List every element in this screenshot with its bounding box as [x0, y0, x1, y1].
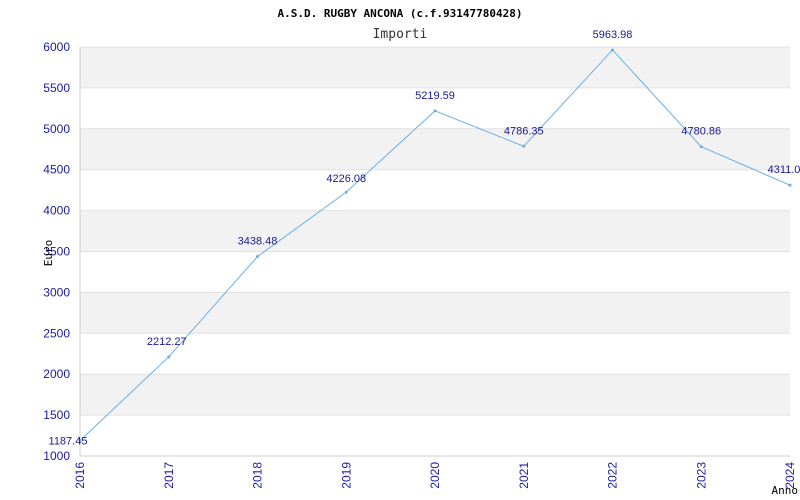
data-point — [78, 439, 82, 443]
y-tick-label: 5000 — [43, 122, 70, 136]
data-point — [788, 183, 792, 187]
data-label: 4786.35 — [504, 125, 544, 137]
data-label: 5219.59 — [415, 90, 455, 102]
y-axis-ticks: 1000 1500 2000 2500 3000 3500 4000 4500 5000 5500… — [43, 40, 70, 463]
data-label: 4311.0 — [768, 164, 800, 176]
y-tick-label: 4000 — [43, 204, 70, 218]
plot-bands — [80, 47, 790, 456]
y-tick-label: 2000 — [43, 367, 70, 381]
data-point — [611, 48, 614, 52]
plot-band — [80, 292, 790, 334]
y-tick-label: 3500 — [43, 245, 70, 259]
chart-subtitle: Importi — [373, 27, 428, 42]
plot-band — [80, 251, 790, 293]
x-axis-ticks: 2016 2017 2018 2019 2020 2021 2022 2023 2024 — [73, 462, 797, 489]
data-point — [699, 145, 703, 149]
plot-band — [80, 47, 790, 88]
data-label: 4226.08 — [326, 173, 366, 185]
y-tick-label: 4500 — [43, 163, 70, 177]
data-label: 2212.27 — [147, 336, 187, 348]
x-tick-label: 2021 — [517, 462, 531, 489]
x-tick-label: 2016 — [73, 462, 87, 489]
x-tick-label: 2018 — [251, 462, 265, 489]
data-point — [433, 109, 437, 113]
y-tick-label: 3000 — [43, 285, 70, 299]
y-axis-label: Euro — [42, 240, 55, 267]
plot-band — [80, 333, 790, 375]
x-axis-label: Anno — [772, 484, 799, 497]
data-label: 4780.86 — [681, 126, 721, 138]
x-tick-label: 2023 — [694, 462, 708, 489]
data-point — [256, 255, 259, 259]
gridlines — [79, 46, 790, 457]
chart-title: A.S.D. RUGBY ANCONA (c.f.93147780428) — [277, 7, 522, 20]
plot-band — [80, 169, 790, 211]
data-label: 5963.98 — [593, 29, 633, 41]
x-tick-label: 2017 — [162, 462, 176, 489]
data-labels: 1187.45 2212.27 3438.48 4226.08 5219.59 4786.… — [49, 29, 800, 448]
data-point — [344, 190, 348, 194]
x-tick-label: 2024 — [783, 462, 797, 489]
x-tick-label: 2022 — [606, 462, 620, 489]
y-tick-label: 2500 — [43, 326, 70, 340]
y-tick-label: 1000 — [43, 449, 70, 463]
data-label: 1187.45 — [49, 436, 88, 448]
data-point — [522, 144, 526, 148]
plot-band — [80, 87, 790, 129]
y-tick-label: 1500 — [43, 408, 70, 422]
y-tick-label: 5500 — [43, 81, 70, 95]
x-tick-label: 2020 — [428, 462, 442, 489]
series-importi — [78, 48, 792, 443]
plot-band — [80, 374, 790, 416]
plot-band — [80, 210, 790, 252]
data-point — [167, 355, 171, 359]
plot-band — [80, 415, 790, 456]
y-tick-label: 6000 — [43, 40, 70, 54]
plot-band — [80, 128, 790, 170]
x-tick-label: 2019 — [339, 462, 353, 489]
data-label: 3438.48 — [238, 236, 278, 248]
